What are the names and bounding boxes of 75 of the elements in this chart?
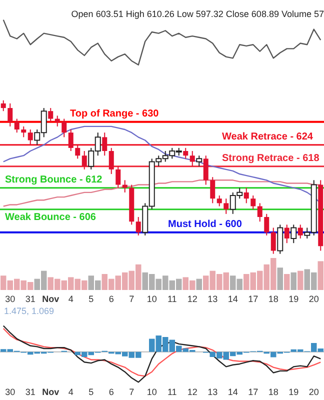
candlestick [62,118,67,138]
x-tick-label: 6 [108,294,114,304]
candlestick [48,108,54,122]
bar [290,272,296,290]
candlestick [190,150,195,167]
x-tick-label: 12 [187,294,198,304]
x-tick-label: 18 [268,387,278,398]
x-tick-label: 19 [288,294,299,304]
candlestick [82,150,87,170]
candlestick [203,155,208,186]
candlestick [54,115,60,127]
ref-line-label: Top of Range - 630 [70,108,160,120]
candlestick [75,144,80,160]
candlestick [224,198,229,214]
ref-line-label: Strong Bounce - 612 [5,174,103,186]
bar [277,268,283,290]
x-tick-label: 20 [308,294,319,304]
x-tick-label: 13 [208,387,218,398]
x-tick-label: 11 [167,387,177,398]
candlestick [270,227,276,254]
bar [298,270,304,290]
candlestick [183,147,188,160]
x-tick-label: 14 [228,387,238,398]
ref-line-label: Weak Retrace - 624 [222,132,314,143]
candlestick [244,187,249,204]
candlestick [68,129,74,152]
x-tick-label: 6 [108,387,114,398]
x-tick-label: Nov [42,387,60,398]
candlestick [122,180,128,193]
x-tick-label: 5 [88,294,94,304]
x-tick-label: 11 [167,294,177,304]
candlestick [284,224,290,244]
bar [284,274,290,290]
candlestick [108,147,114,175]
ref-line-label: Must Hold - 600 [168,219,242,230]
candlestick [102,132,108,156]
x-tick-label: 18 [268,294,278,304]
x-tick-label: 13 [208,294,218,304]
chart-title: Open 603.51 High 610.26 Low 597.32 Close 608.89 Volume 57 [71,8,324,19]
candlestick [250,195,256,210]
candlestick [264,213,270,236]
candlestick [136,216,141,236]
candlestick [8,102,13,127]
x-tick-label: 12 [187,387,198,398]
candlestick [298,224,303,239]
candlestick [116,166,121,188]
candlestick [21,126,26,138]
x-tick-label: 31 [25,294,36,304]
x-tick-label: 19 [288,387,299,398]
x-tick-label: 10 [146,294,157,304]
candlestick [210,176,216,204]
x-tick-label: 20 [308,387,319,398]
candlestick [216,195,222,207]
candlestick [257,202,262,222]
bar [196,278,202,290]
x-tick-label: 5 [88,387,94,398]
x-tick-label: 4 [68,387,74,398]
x-tick-label: 30 [5,387,16,398]
ref-line-label: Strong Retrace - 618 [222,153,320,164]
bar [318,261,324,290]
text: 1.475, 1.069 [4,306,54,316]
x-tick-label: 17 [248,387,258,398]
x-tick-label: 30 [5,294,16,304]
x-tick-label: 4 [68,294,74,304]
ref-line-label: Weak Bounce - 606 [5,212,96,224]
candlestick [0,100,6,112]
x-tick-label: 7 [129,387,134,398]
candlestick [14,118,20,134]
x-tick-label: 31 [25,387,36,398]
x-tick-label: 17 [248,294,258,304]
x-tick-label: 10 [146,387,157,398]
candlestick [28,129,33,146]
x-tick-label: 14 [228,294,238,304]
x-tick-label: Nov [42,294,60,304]
x-tick-label: 7 [129,294,134,304]
